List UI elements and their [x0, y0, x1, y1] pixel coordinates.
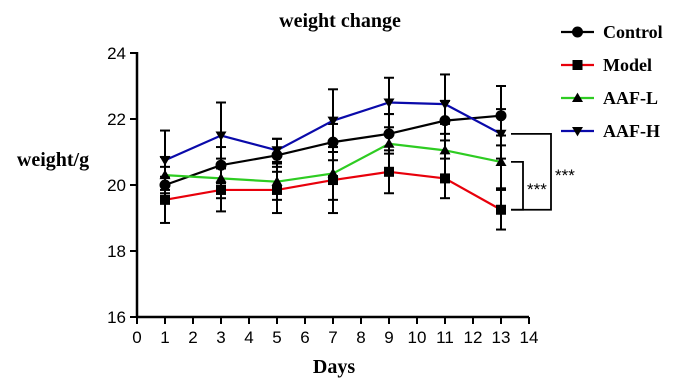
legend-item-aaf-h: AAF-H: [561, 121, 660, 141]
data-point-control: [327, 136, 339, 148]
data-point-aaf-l: [383, 138, 395, 148]
data-point-aaf-l: [439, 144, 451, 155]
x-tick-label: 9: [384, 328, 393, 347]
y-tick-label: 24: [107, 44, 126, 63]
significance-bracket: ***: [511, 132, 575, 211]
data-point-control: [495, 110, 507, 122]
data-point-model: [440, 173, 450, 184]
data-point-aaf-l: [327, 168, 339, 178]
data-point-aaf-l: [495, 156, 507, 166]
data-point-aaf-h: [495, 129, 507, 140]
significance-bracket: ***: [511, 160, 547, 211]
data-point-aaf-h: [159, 156, 171, 166]
data-point-model: [272, 184, 282, 195]
x-tick-label: 1: [160, 328, 169, 347]
x-tick-label: 4: [244, 328, 253, 347]
data-point-aaf-h: [215, 131, 227, 141]
chart-title: weight change: [279, 10, 401, 32]
y-tick-label: 16: [107, 308, 126, 327]
bracket-line: [511, 160, 524, 211]
data-point-aaf-l: [159, 169, 171, 180]
data-point-control: [439, 115, 451, 127]
data-point-control: [159, 179, 171, 191]
x-tick-label: 7: [328, 328, 337, 347]
data-point-aaf-h: [383, 98, 395, 108]
significance-label: ***: [527, 180, 547, 199]
significance-annotations: *** ***: [511, 132, 575, 211]
x-tick-label: 0: [132, 328, 141, 347]
legend-label: Control: [603, 22, 663, 42]
data-point-model: [384, 166, 394, 177]
legend-label: AAF-H: [603, 121, 660, 141]
y-tick-label: 22: [107, 110, 126, 129]
x-tick-label: 11: [436, 328, 454, 347]
legend: Control Model AAF-L AAF-H: [561, 22, 663, 141]
data-point-model: [216, 184, 226, 195]
legend-marker: [572, 92, 583, 103]
data-point-model: [160, 194, 170, 205]
data-point-aaf-l: [215, 173, 227, 183]
x-axis-label: Days: [313, 356, 355, 378]
legend-item-control: Control: [561, 22, 663, 42]
legend-label: AAF-L: [603, 88, 658, 108]
x-tick-label: 13: [492, 328, 511, 347]
x-tick-label: 8: [356, 328, 365, 347]
data-point-control: [383, 128, 395, 140]
x-tick-label: 10: [408, 328, 427, 347]
legend-marker: [572, 60, 583, 70]
legend-label: Model: [603, 55, 652, 75]
x-tick-label: 12: [464, 328, 483, 347]
x-tick-label: 14: [520, 328, 539, 347]
data-point-aaf-l: [271, 176, 283, 186]
legend-item-aaf-l: AAF-L: [561, 88, 658, 108]
significance-label: ***: [555, 166, 575, 185]
data-point-model: [328, 175, 338, 186]
data-point-aaf-h: [271, 146, 283, 156]
data-point-aaf-h: [439, 100, 451, 110]
bracket-line: [511, 132, 552, 211]
y-axis-label: weight/g: [17, 149, 89, 171]
y-tick-label: 18: [107, 242, 126, 261]
x-tick-label: 3: [216, 328, 225, 347]
data-point-control: [215, 159, 227, 171]
data-point-aaf-h: [327, 116, 339, 127]
x-tick-label: 6: [300, 328, 309, 347]
legend-item-model: Model: [561, 55, 652, 75]
x-tick-label: 5: [272, 328, 281, 347]
data-point-model: [496, 204, 506, 215]
y-tick-label: 20: [107, 176, 126, 195]
x-tick-label: 2: [188, 328, 197, 347]
plot-area: [159, 73, 507, 231]
legend-marker: [572, 126, 583, 137]
legend-marker: [572, 26, 583, 38]
